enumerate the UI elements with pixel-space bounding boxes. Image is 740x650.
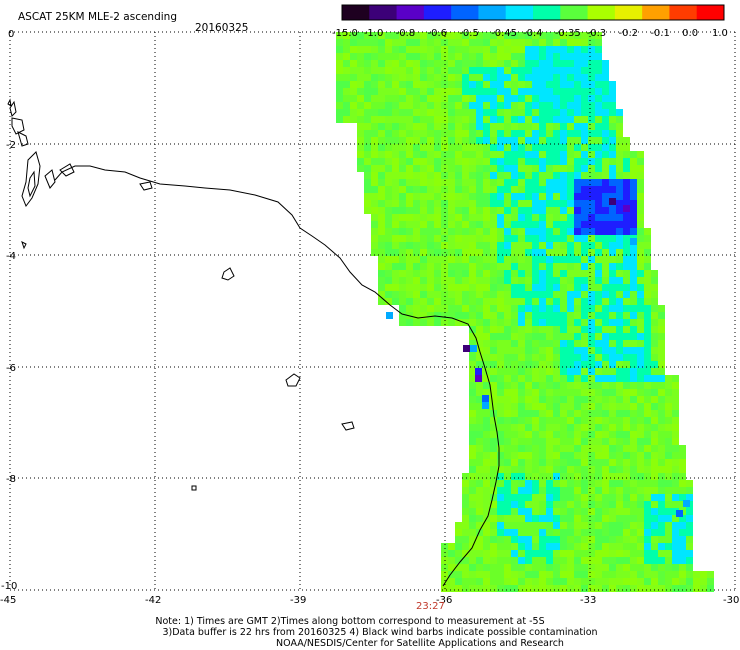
colorbar-label: -0.35 [555,28,581,39]
colorbar-label: -0.4 [523,28,543,39]
x-tick-0: -45 [0,595,16,606]
y-tick-5: -10 [1,581,17,592]
note-line-2: 3)Data buffer is 22 hrs from 20160325 4)… [162,627,598,638]
colorbar-label: -0.8 [396,28,416,39]
colorbar-swatch [642,5,670,20]
colorbar-swatch [423,5,452,20]
time-label: 23:27 [416,601,445,612]
map-title: ASCAT 25KM MLE-2 ascending [18,11,177,23]
x-tick-4: -33 [580,595,596,606]
colorbar-label: -0.3 [587,28,607,39]
y-tick-2: -4 [6,251,16,262]
colorbar-swatch [533,5,561,20]
y-tick-1: -2 [6,140,16,151]
x-tick-5: -30 [723,595,739,606]
colorbar-label: -0.2 [619,28,639,39]
colorbar-label: 0.0 [682,28,698,39]
colorbar-swatch [396,5,425,20]
y-tick-3: -6 [6,363,16,374]
colorbar-border [341,4,725,21]
colorbar-labels: -15.0 -1.0 -0.8 -0.6 -0.5 -0.45 -0.4 -0.35 -0.3 -… [332,28,728,39]
swath-anomaly-pixels [386,198,690,517]
colorbar-label: -0.45 [491,28,517,39]
colorbar-label: -0.5 [459,28,479,39]
colorbar-label: 1.0 [712,28,728,39]
y-tick-4: -8 [6,474,16,485]
note-line-3: NOAA/NESDIS/Center for Satellite Applica… [276,638,564,649]
colorbar [341,4,725,21]
colorbar-swatch [587,5,616,20]
colorbar-swatch [669,5,698,20]
x-tick-2: -39 [290,595,306,606]
colorbar-label: -0.6 [428,28,448,39]
colorbar-swatch [560,5,589,20]
island-1 [221,267,235,281]
colorbar-label: -15.0 [332,28,358,39]
grid [9,31,736,591]
colorbar-swatch [451,5,479,20]
island-3 [341,421,355,431]
colorbar-label: -1.0 [364,28,384,39]
coastline [54,165,500,587]
colorbar-swatch [505,5,534,20]
colorbar-swatch [614,5,643,20]
small-coast-islet [21,241,27,250]
island-4 [191,485,197,491]
marajo-island [21,151,41,208]
note-line-1: Note: 1) Times are GMT 2)Times along bot… [155,616,545,627]
colorbar-label: -0.1 [650,28,670,39]
amazon-delta-islands [7,98,29,147]
bay-islands [44,163,153,191]
x-tick-3: -36 [436,595,452,606]
colorbar-swatch [696,5,725,20]
island-2 [285,373,301,387]
y-tick-0: 0 [8,29,14,40]
map-date: 20160325 [195,22,248,34]
marajo-island-inner [27,170,36,198]
colorbar-swatch [478,5,507,20]
colorbar-swatch [342,5,370,20]
colorbar-swatch [369,5,398,20]
x-tick-1: -42 [145,595,161,606]
